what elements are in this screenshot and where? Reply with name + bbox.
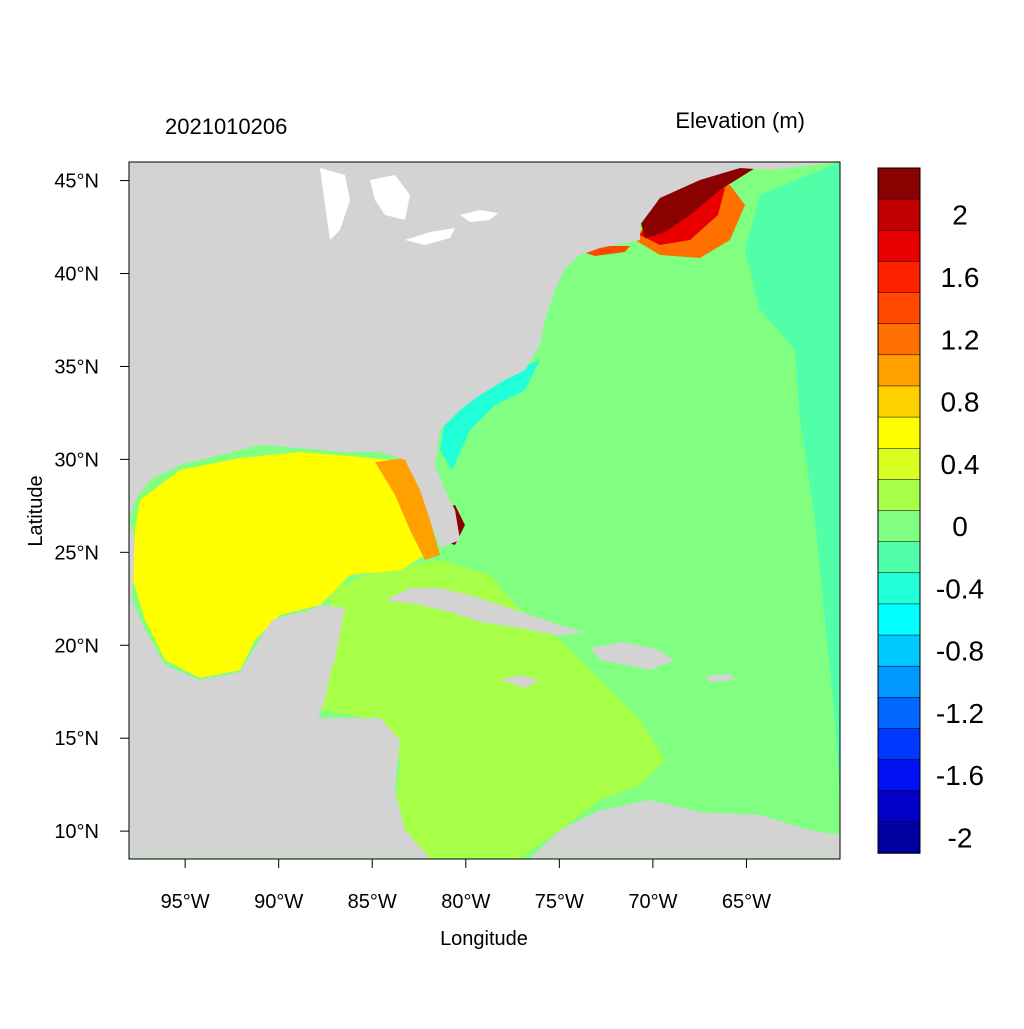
eastern-boundary-water [745, 162, 840, 800]
colorbar-swatch [877, 697, 921, 730]
y-tick-label: 35°N [54, 356, 99, 378]
timestamp-label: 2021010206 [165, 114, 287, 139]
gulf-of-maine-surge-core [640, 165, 760, 238]
colorbar-swatch [877, 261, 921, 294]
y-tick-label: 40°N [54, 264, 99, 286]
colorbar-swatch [877, 416, 921, 449]
colorbar-label: 0.4 [941, 449, 980, 480]
y-axis: 45°N 40°N 35°N 30°N 25°N 20°N 15°N 10°N [54, 171, 129, 843]
colorbar-label: -0.8 [936, 636, 984, 667]
colorbar-swatch [877, 354, 921, 387]
caribbean-sea [320, 560, 665, 858]
colorbar-swatch [877, 447, 921, 481]
colorbar-label: -0.4 [936, 573, 984, 604]
colorbar: 2 1.6 1.2 0.8 0.4 0 -0.4 -0.8 -1.2 -1.6 -2 [877, 167, 984, 854]
jamaica-land [500, 675, 540, 688]
colorbar-swatch [877, 728, 921, 761]
y-tick-label: 30°N [54, 449, 99, 471]
cuba-land [385, 588, 585, 636]
colorbar-label: 1.2 [941, 324, 980, 355]
x-tick-label: 80°W [441, 891, 490, 913]
colorbar-swatch [877, 821, 921, 854]
x-tick-label: 65°W [722, 891, 771, 913]
colorbar-swatch [877, 790, 921, 823]
x-tick-label: 95°W [161, 891, 210, 913]
west-florida-surge [375, 458, 440, 560]
map-title: Elevation (m) [675, 108, 805, 133]
colorbar-label: 1.6 [941, 262, 980, 293]
colorbar-label: -2 [948, 822, 973, 853]
gulf-of-mexico [133, 452, 425, 678]
x-axis-label: Longitude [440, 928, 528, 950]
south-america-land [530, 800, 840, 858]
mexico-central-america-land [129, 520, 430, 858]
colorbar-label: 2 [952, 200, 968, 231]
x-tick-label: 85°W [348, 891, 397, 913]
x-tick-label: 90°W [254, 891, 303, 913]
colorbar-swatch [877, 572, 921, 605]
x-tick-label: 75°W [535, 891, 584, 913]
x-axis: 95°W 90°W 85°W 80°W 75°W 70°W 65°W [161, 859, 771, 913]
colorbar-swatch [877, 603, 921, 636]
y-tick-label: 25°N [54, 542, 99, 564]
colorbar-swatch [877, 510, 921, 543]
y-axis-label: Latitude [25, 475, 47, 546]
colorbar-swatch [877, 665, 921, 699]
great-lakes [320, 168, 498, 245]
y-tick-label: 15°N [54, 728, 99, 750]
colorbar-swatch [877, 541, 921, 574]
map-plot [129, 162, 840, 859]
colorbar-label: -1.2 [936, 698, 984, 729]
hispaniola-land [590, 642, 675, 670]
y-tick-label: 45°N [54, 171, 99, 193]
north-america-land [129, 162, 840, 548]
puerto-rico-land [705, 674, 735, 682]
colorbar-swatch [877, 230, 921, 263]
colorbar-swatch [877, 292, 921, 325]
colorbar-label: -1.6 [936, 760, 984, 791]
colorbar-swatch [877, 634, 921, 667]
colorbar-swatch [877, 167, 921, 200]
colorbar-swatch [877, 385, 921, 418]
colorbar-swatch [877, 198, 921, 232]
colorbar-label: 0 [952, 511, 968, 542]
colorbar-frame [877, 167, 921, 854]
colorbar-label: 0.8 [941, 387, 980, 418]
plot-frame [128, 161, 841, 860]
colorbar-swatch [877, 759, 921, 792]
colorbar-swatch [877, 479, 921, 512]
southeast-shelf-water [440, 360, 540, 470]
x-tick-label: 70°W [628, 891, 677, 913]
yucatan-land [265, 605, 345, 700]
y-tick-label: 20°N [54, 635, 99, 657]
y-tick-label: 10°N [54, 821, 99, 843]
colorbar-swatch [877, 323, 921, 356]
